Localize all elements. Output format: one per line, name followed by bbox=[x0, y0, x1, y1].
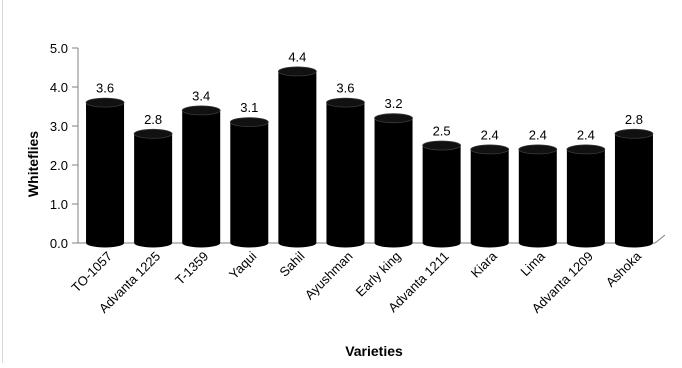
data-label: 3.4 bbox=[192, 88, 210, 103]
y-tick-label: 0.0 bbox=[50, 236, 68, 251]
x-tick-label: TO-1057 bbox=[68, 249, 115, 296]
x-tick-label: Yaqui bbox=[226, 248, 260, 282]
data-label: 2.4 bbox=[577, 127, 595, 142]
bar-cap bbox=[518, 144, 558, 155]
bar bbox=[86, 102, 125, 248]
data-label: 2.8 bbox=[144, 112, 162, 127]
y-tick-label: 3.0 bbox=[50, 119, 68, 134]
data-label: 3.1 bbox=[240, 100, 258, 115]
bar-cap bbox=[229, 117, 269, 127]
data-label: 2.8 bbox=[625, 112, 643, 127]
bar-cap bbox=[133, 128, 173, 139]
x-tick-label: Lima bbox=[517, 248, 548, 279]
y-tick-label: 4.0 bbox=[50, 80, 68, 95]
bar-cap bbox=[181, 105, 221, 116]
x-tick-label: T-1359 bbox=[172, 249, 211, 288]
y-tick-label: 1.0 bbox=[50, 197, 68, 212]
x-tick-label: Kiara bbox=[468, 248, 501, 281]
bar bbox=[374, 118, 413, 248]
bar bbox=[518, 149, 557, 248]
bar-cap bbox=[566, 144, 606, 155]
bar bbox=[278, 71, 317, 248]
axes-layer: 0.0 1.0 2.0 3.0 4.0 5.0 bbox=[50, 41, 666, 251]
bar-cap bbox=[85, 97, 125, 108]
y-tick-label: 2.0 bbox=[50, 158, 68, 173]
x-tick-label: Ashoka bbox=[603, 248, 645, 290]
bar bbox=[566, 149, 605, 248]
data-label: 3.6 bbox=[96, 81, 114, 96]
bar bbox=[230, 122, 269, 248]
x-tick-label: Ayushman bbox=[302, 249, 356, 303]
bar bbox=[614, 133, 653, 248]
bar-cap bbox=[326, 97, 365, 108]
bar-cap bbox=[614, 128, 654, 139]
data-label: 4.4 bbox=[288, 49, 306, 64]
x-tick-label: Sahil bbox=[276, 248, 307, 279]
data-label: 2.4 bbox=[529, 127, 547, 142]
data-label: 3.2 bbox=[385, 96, 403, 111]
data-label: 3.6 bbox=[336, 81, 354, 96]
bar bbox=[422, 145, 461, 248]
x-axis-title: Varieties bbox=[345, 343, 403, 359]
bar bbox=[470, 149, 509, 248]
bars-layer bbox=[85, 66, 654, 248]
bar-cap bbox=[277, 66, 317, 77]
data-label: 2.5 bbox=[433, 124, 451, 139]
bar bbox=[182, 110, 221, 248]
bar bbox=[326, 102, 365, 248]
x-axis-floor bbox=[78, 234, 666, 244]
data-label: 2.4 bbox=[481, 127, 499, 142]
x-tick-label: Early king bbox=[353, 249, 404, 300]
bar-cap bbox=[422, 140, 462, 151]
y-axis-title: Whiteflies bbox=[25, 131, 41, 197]
bar-cap bbox=[374, 113, 413, 124]
y-tick-label: 5.0 bbox=[50, 41, 68, 56]
bar bbox=[134, 133, 173, 248]
bar-cap bbox=[470, 144, 510, 155]
